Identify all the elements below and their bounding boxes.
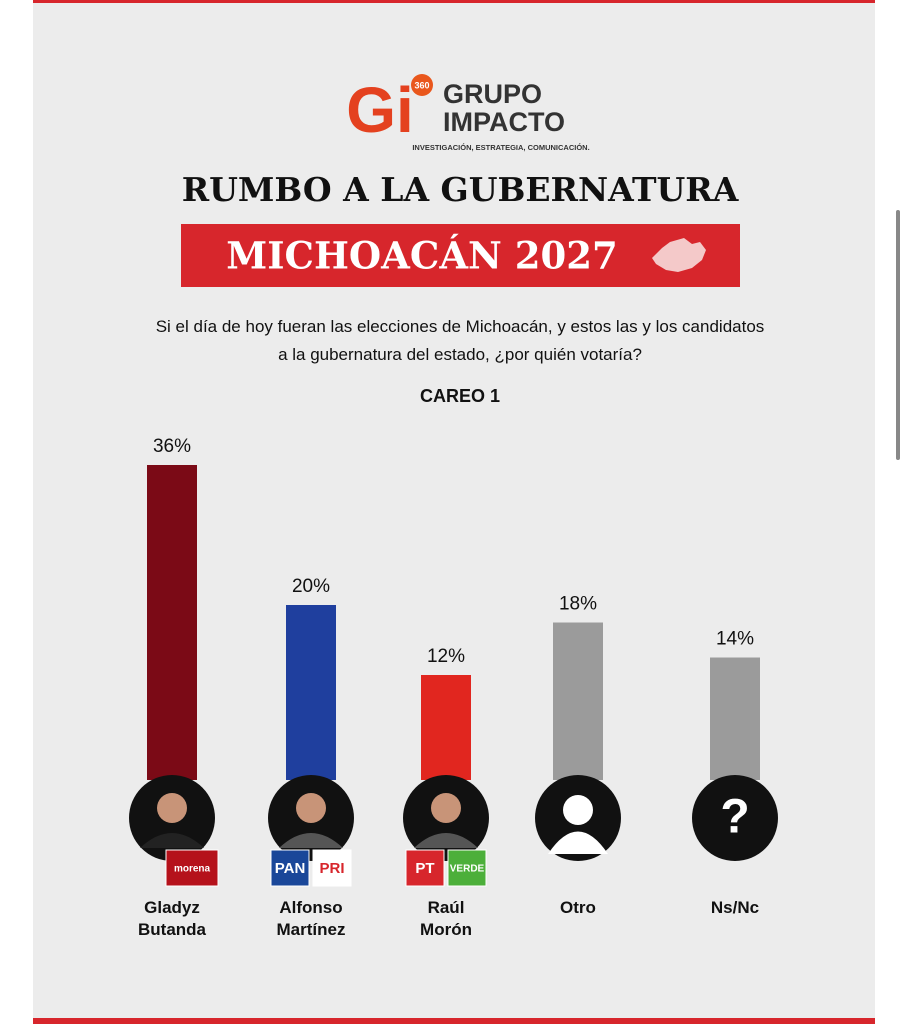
party-logo — [270, 849, 310, 887]
map-icon — [652, 238, 706, 272]
subtitle: MICHOACÁN 2027 — [226, 234, 617, 278]
party-name: PRI — [319, 860, 344, 877]
logo-mark: Gi — [346, 74, 414, 146]
category-label: Alfonso Martínez — [276, 898, 346, 939]
value-label: 18% — [559, 594, 597, 615]
category-label: Raúl Morón — [420, 898, 472, 939]
bar — [147, 465, 197, 780]
body — [414, 833, 478, 848]
face — [296, 793, 326, 823]
party-logo — [447, 849, 487, 887]
bar — [553, 622, 603, 780]
category-label: Gladyz Butanda — [138, 898, 206, 939]
unknown-icon: ? — [720, 791, 749, 844]
party-name: PAN — [275, 860, 306, 877]
body — [279, 833, 343, 848]
face — [157, 793, 187, 823]
scrollbar — [896, 210, 900, 460]
party-logo — [405, 849, 445, 887]
bar — [286, 605, 336, 780]
title: RUMBO A LA GUBERNATURA — [182, 170, 739, 209]
question: Si el día de hoy fueran las elecciones d… — [155, 317, 765, 364]
category-label: Otro — [560, 898, 596, 917]
party-name: VERDE — [450, 864, 485, 875]
bottom-rule — [33, 1018, 875, 1024]
party-name: morena — [174, 864, 211, 875]
bar — [421, 675, 471, 780]
avatar — [692, 775, 778, 861]
silhouette-body — [548, 831, 608, 854]
face — [431, 793, 461, 823]
category-label: Ns/Nc — [710, 898, 760, 917]
bar — [710, 657, 760, 780]
silhouette-head — [563, 795, 593, 825]
body — [140, 833, 204, 848]
value-label: 14% — [716, 629, 754, 650]
value-label: 20% — [292, 576, 330, 597]
logo-badge: 360 — [414, 80, 429, 90]
party-name: PT — [415, 860, 434, 877]
brand: GRUPO IMPACTO — [443, 79, 565, 137]
banner — [181, 224, 740, 287]
top-rule — [33, 0, 875, 3]
value-label: 12% — [427, 646, 465, 667]
annotation: CAREO 1 — [420, 386, 500, 406]
party-logo — [165, 849, 219, 887]
tagline: INVESTIGACIÓN, ESTRATEGIA, COMUNICACIÓN. — [412, 143, 589, 152]
logo-badge-bg — [411, 74, 433, 96]
value-label: 36% — [153, 436, 191, 457]
party-logo — [312, 849, 352, 887]
